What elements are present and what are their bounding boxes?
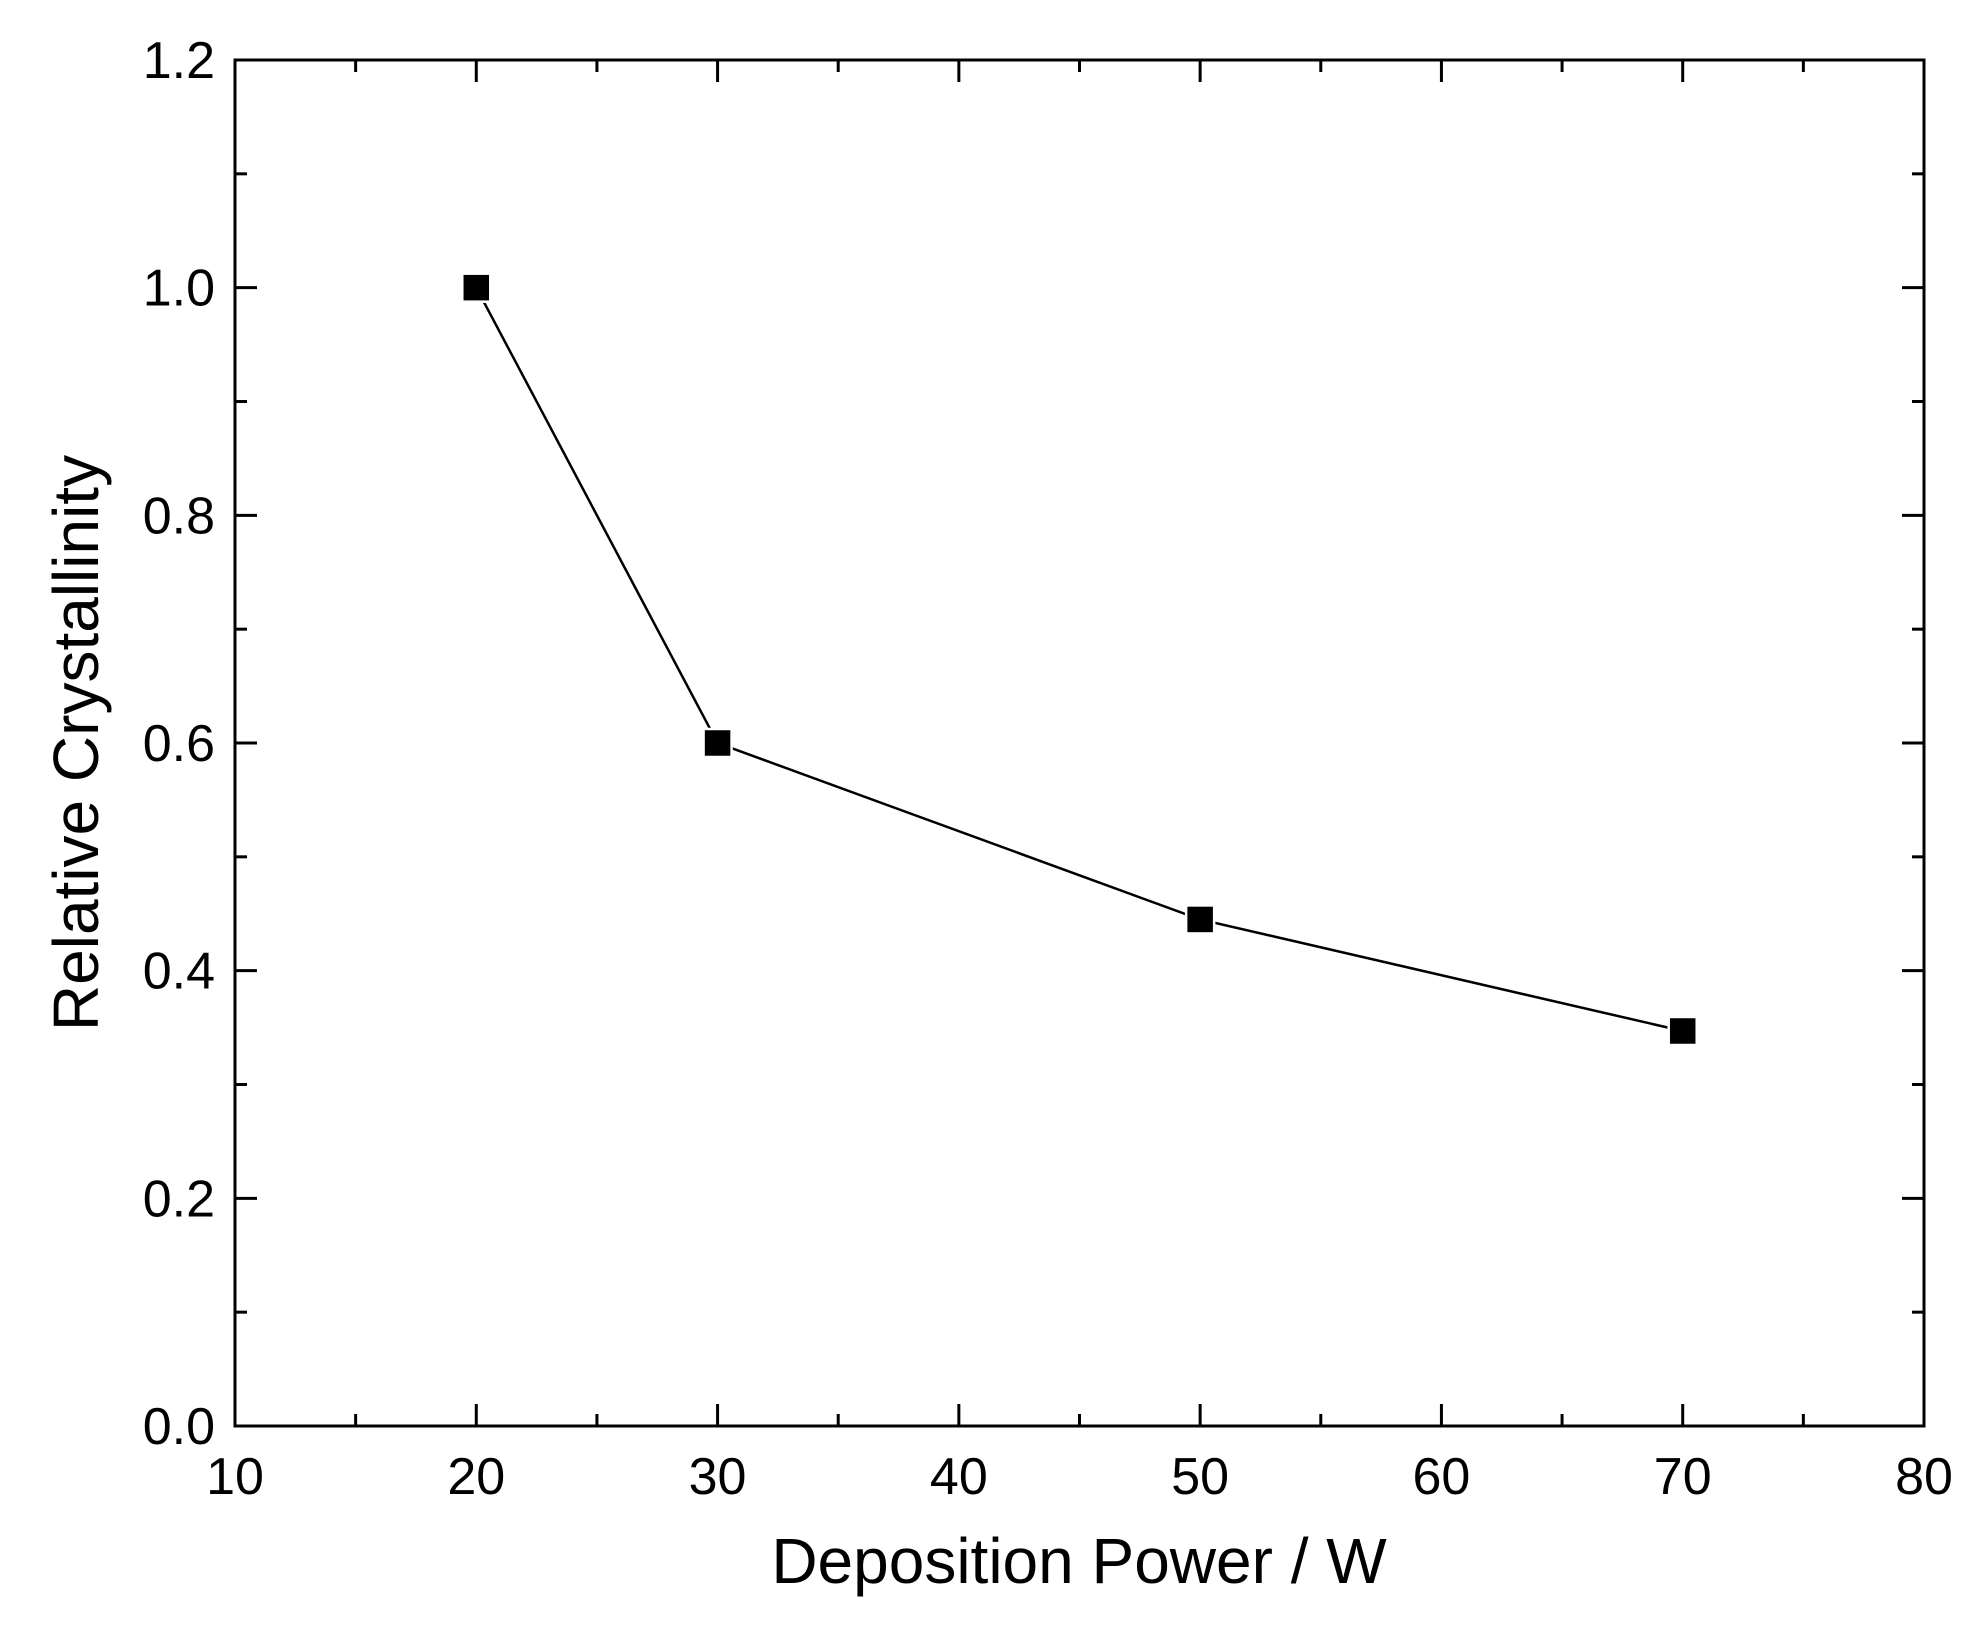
x-tick-label: 20 [447,1448,505,1506]
y-tick-label: 1.0 [143,260,215,318]
x-tick-label: 50 [1171,1448,1229,1506]
y-tick-label: 0.8 [143,487,215,545]
y-tick-label: 1.2 [143,32,215,90]
data-series [461,272,1698,1047]
axis-tick-labels: 10 20 30 40 50 60 70 80 0.0 0.2 0.4 0.6 0.8 1.0 1.2 [143,32,1953,1506]
axis-ticks [233,58,1926,1428]
y-tick-label: 0.0 [143,1398,215,1456]
x-axis-title: Deposition Power / W [771,1525,1387,1597]
x-tick-label: 60 [1413,1448,1471,1506]
x-tick-label: 40 [930,1448,988,1506]
x-tick-label: 10 [206,1448,264,1506]
y-tick-label: 0.4 [143,943,215,1001]
x-tick-label: 30 [689,1448,747,1506]
y-tick-label: 0.6 [143,715,215,773]
plot-frame [233,58,1926,1428]
data-point-marker [1184,904,1216,935]
data-point-marker [702,727,733,759]
data-point-marker [461,272,492,303]
data-point-marker [1667,1015,1698,1047]
y-axis-title: Relative Crystallinity [40,455,112,1031]
x-tick-label: 80 [1895,1448,1953,1506]
x-tick-label: 70 [1654,1448,1712,1506]
series-line [475,287,1683,1033]
y-tick-label: 0.2 [143,1170,215,1228]
